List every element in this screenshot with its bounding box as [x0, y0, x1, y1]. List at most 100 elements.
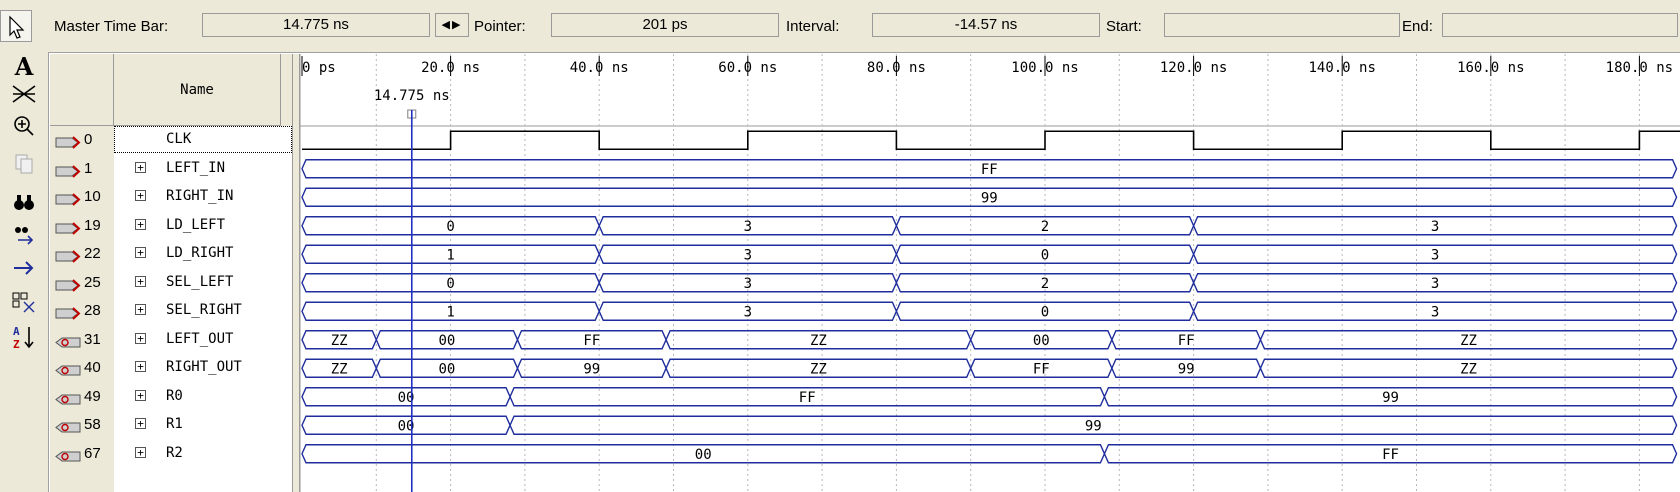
- bus-value: 2: [1041, 276, 1049, 292]
- signal-name: R1: [166, 416, 183, 432]
- bus-value: 3: [744, 247, 752, 263]
- interval-field[interactable]: -14.57 ns: [872, 13, 1100, 37]
- expand-icon[interactable]: +: [135, 247, 146, 258]
- signal-index[interactable]: 1: [50, 155, 114, 182]
- signal-index[interactable]: 67: [50, 440, 114, 467]
- interval-label: Interval:: [786, 18, 840, 35]
- pane-splitter[interactable]: [292, 54, 300, 492]
- selection-pointer-icon[interactable]: [0, 10, 32, 42]
- signal-index[interactable]: 40: [50, 354, 114, 381]
- svg-text:Z: Z: [13, 338, 20, 350]
- signal-name-row[interactable]: + RIGHT_IN: [114, 183, 280, 210]
- signal-name-row[interactable]: + R0: [114, 383, 280, 410]
- signal-name-row[interactable]: + R1: [114, 411, 280, 438]
- expand-icon[interactable]: +: [135, 275, 146, 287]
- ruler-label: 0 ps: [302, 60, 336, 76]
- signal-index-number: 49: [84, 387, 101, 405]
- waveform-display[interactable]: 0 ps 20.0 ns 40.0 ns 60.0 ns 80.0 ns 100.0 ns…: [300, 54, 1680, 492]
- expand-icon[interactable]: +: [135, 361, 146, 372]
- signal-index-number: 22: [84, 245, 101, 262]
- expand-icon[interactable]: +: [135, 218, 146, 230]
- signal-name: CLK: [166, 131, 192, 147]
- bus-value: FF: [981, 162, 998, 178]
- input-pin-icon: [54, 275, 82, 292]
- bus-value: ZZ: [1460, 361, 1477, 377]
- signal-index[interactable]: 0: [50, 126, 114, 153]
- bus-segment: [301, 159, 1678, 179]
- bus-value: 00: [398, 390, 415, 406]
- signal-index[interactable]: 10: [50, 183, 114, 210]
- find-icon[interactable]: [6, 190, 42, 216]
- signal-index[interactable]: 49: [50, 383, 114, 410]
- input-pin-icon: [54, 218, 82, 235]
- start-label: Start:: [1106, 18, 1142, 35]
- signal-index[interactable]: 31: [50, 326, 114, 353]
- bus-segment: [1259, 358, 1678, 378]
- bus-segment: [1259, 330, 1678, 350]
- column-resize-handle[interactable]: [280, 54, 292, 126]
- signal-name-row[interactable]: + RIGHT_OUT: [114, 354, 280, 381]
- bus-value: ZZ: [331, 333, 348, 349]
- pointer-label: Pointer:: [474, 18, 526, 35]
- zoom-icon[interactable]: [6, 114, 42, 140]
- input-pin-icon: [54, 161, 82, 178]
- signal-name: LD_LEFT: [166, 216, 226, 233]
- pointer-field[interactable]: 201 ps: [551, 13, 779, 37]
- start-field[interactable]: [1164, 13, 1400, 37]
- end-field[interactable]: [1442, 13, 1678, 37]
- find-next-icon[interactable]: [6, 222, 42, 248]
- ruler-label: 40.0 ns: [570, 60, 629, 76]
- goto-icon[interactable]: [6, 256, 42, 282]
- group-icon[interactable]: [6, 290, 42, 316]
- name-column-header[interactable]: Name: [114, 54, 280, 126]
- signal-name-row[interactable]: + SEL_LEFT: [114, 269, 280, 296]
- text-tool-icon[interactable]: A: [14, 52, 34, 81]
- expand-icon[interactable]: +: [135, 332, 146, 344]
- bus-value: 3: [1431, 247, 1439, 263]
- bus-value: 0: [446, 276, 454, 292]
- master-time-bar-label: Master Time Bar:: [54, 18, 169, 35]
- bus-value: FF: [799, 390, 816, 406]
- expand-icon[interactable]: +: [135, 304, 146, 315]
- ruler-label: 80.0 ns: [867, 60, 926, 76]
- expand-icon[interactable]: +: [135, 161, 146, 173]
- time-bar: Master Time Bar: 14.775 ns ◀▶ Pointer: 2…: [0, 0, 1680, 53]
- bus-value: 00: [695, 447, 712, 463]
- signal-name-row[interactable]: CLK: [114, 126, 280, 153]
- output-pin-icon: [54, 332, 82, 347]
- signal-name-row[interactable]: + LD_LEFT: [114, 212, 280, 239]
- bus-value: 2: [1041, 219, 1049, 235]
- output-pin-icon: [54, 417, 82, 433]
- time-bar-label: 14.775 ns: [374, 88, 450, 104]
- signal-index-number: 19: [84, 216, 101, 234]
- signal-names-panel: Name 0 CLK 1 + LEFT_IN 10 + RIGHT_IN 19 + LD_LEFT 2…: [50, 54, 292, 492]
- expand-icon[interactable]: +: [135, 446, 146, 458]
- signal-index[interactable]: 25: [50, 269, 114, 296]
- bus-value: 99: [1085, 418, 1102, 434]
- clock-waveform: [302, 130, 1680, 151]
- expand-icon[interactable]: +: [135, 418, 146, 429]
- master-time-bar-stepper[interactable]: ◀▶: [435, 13, 469, 37]
- signal-name-row[interactable]: + LD_RIGHT: [114, 240, 280, 267]
- signal-index-number: 28: [84, 302, 101, 319]
- signal-index[interactable]: 19: [50, 212, 114, 239]
- signal-index[interactable]: 58: [50, 411, 114, 438]
- signal-name-row[interactable]: + R2: [114, 440, 280, 467]
- signal-index[interactable]: 28: [50, 297, 114, 324]
- signal-name-row[interactable]: + SEL_RIGHT: [114, 297, 280, 324]
- bus-value: FF: [1382, 447, 1399, 463]
- master-time-bar-field[interactable]: 14.775 ns: [202, 13, 430, 37]
- signal-index-number: 58: [84, 416, 101, 433]
- expand-icon[interactable]: +: [135, 389, 146, 401]
- svg-text:A: A: [13, 325, 20, 338]
- expand-icon[interactable]: +: [135, 190, 146, 201]
- signal-name-row[interactable]: + LEFT_IN: [114, 155, 280, 182]
- signal-index[interactable]: 22: [50, 240, 114, 267]
- copy-icon[interactable]: [6, 152, 42, 178]
- bus-value: 99: [1382, 390, 1399, 406]
- signal-name: SEL_RIGHT: [166, 302, 242, 318]
- signal-name-row[interactable]: + LEFT_OUT: [114, 326, 280, 353]
- waveform-edit-icon[interactable]: [6, 82, 42, 108]
